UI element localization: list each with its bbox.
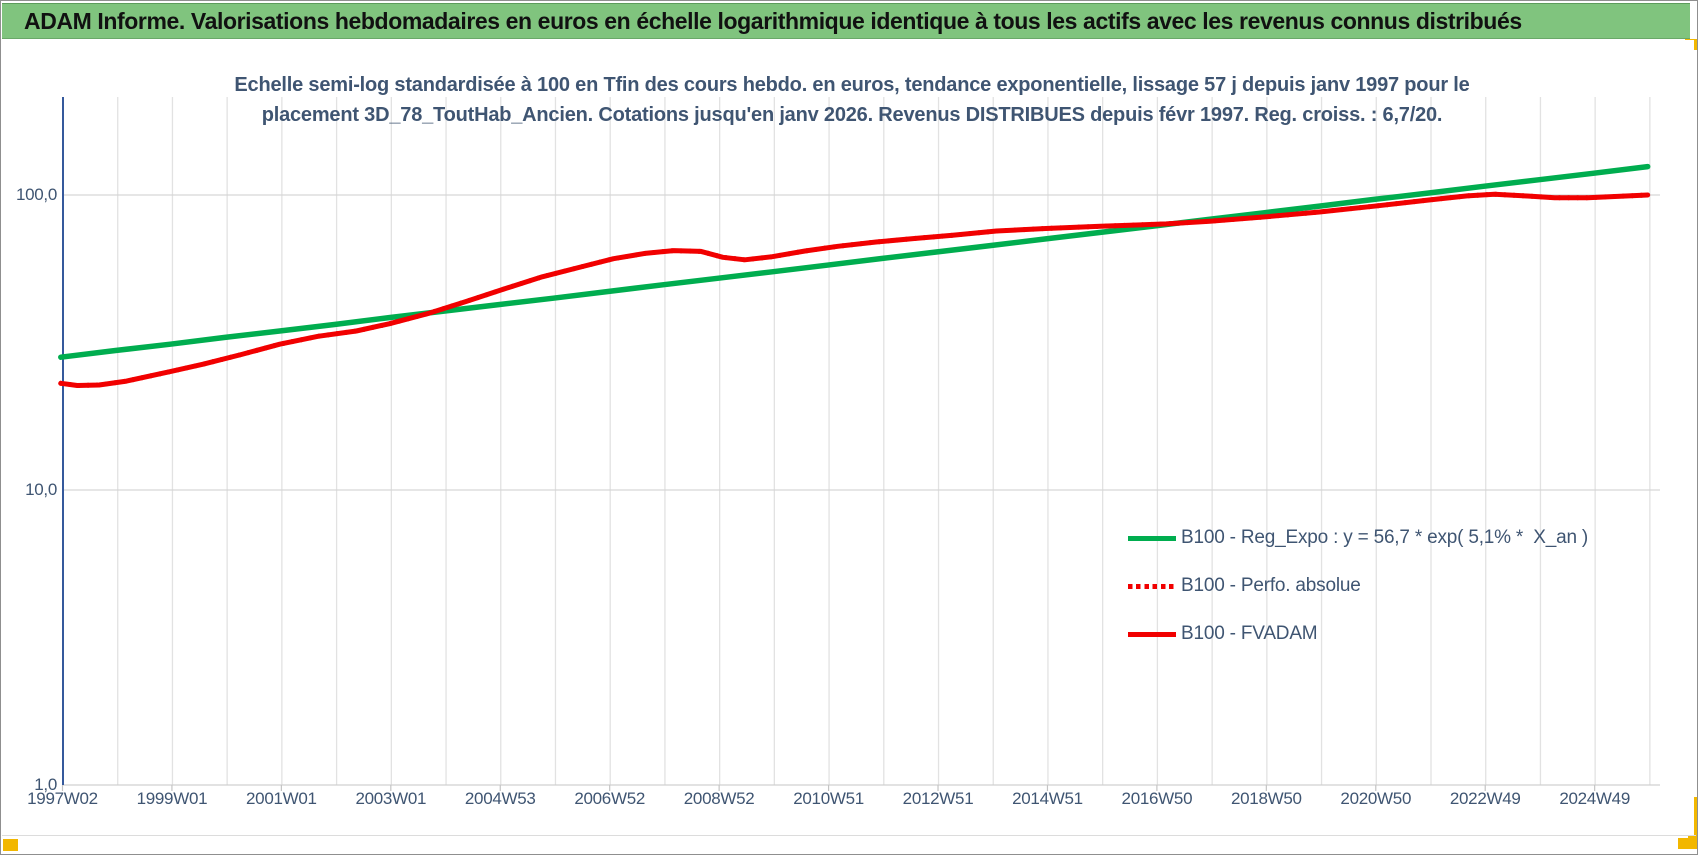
series-line-reg_expo — [58, 163, 1651, 360]
x-axis-tick-label: 1999W01 — [136, 789, 208, 808]
series-line-perfo_absolue — [58, 191, 1651, 388]
bottom-divider — [2, 835, 1696, 836]
selection-handle-bottom-left[interactable] — [3, 839, 18, 851]
plot-area — [58, 97, 1660, 791]
x-axis-tick-label: 2014W51 — [1012, 789, 1083, 808]
x-axis-tick-label: 2020W50 — [1340, 789, 1412, 808]
x-axis-tick-label: 2004W53 — [464, 789, 536, 808]
x-axis-tick-label: 2001W01 — [246, 789, 317, 808]
legend-item-reg-expo[interactable]: B100 - Reg_Expo : y = 56,7 * exp( 5,1% *… — [1128, 527, 1588, 549]
x-axis-tick-label: 2016W50 — [1121, 789, 1193, 808]
legend-label-reg-expo: B100 - Reg_Expo : y = 56,7 * exp( 5,1% *… — [1181, 527, 1589, 548]
x-axis-tick-label: 2024W49 — [1559, 789, 1630, 808]
legend-label-perfo-absolue: B100 - Perfo. absolue — [1181, 575, 1361, 596]
selection-handle-bottom-right-horizontal[interactable] — [1678, 838, 1697, 849]
series-line-fvadam — [58, 191, 1651, 388]
legend: B100 - Reg_Expo : y = 56,7 * exp( 5,1% *… — [1128, 527, 1588, 645]
legend-item-perfo-absolue[interactable]: B100 - Perfo. absolue — [1128, 575, 1588, 597]
y-axis-tick-label: 1,0 — [34, 775, 57, 794]
chart-title-line2: placement 3D_78_ToutHab_Ancien. Cotation… — [261, 104, 1443, 126]
x-axis-tick-label: 2003W01 — [355, 789, 427, 808]
x-axis-tick-label: 2008W52 — [683, 789, 755, 808]
legend-label-fvadam: B100 - FVADAM — [1181, 623, 1318, 644]
x-axis-tick-label: 2018W50 — [1230, 789, 1302, 808]
y-axis-tick-label: 10,0 — [25, 480, 57, 499]
legend-swatch-green-line — [1128, 535, 1176, 541]
legend-swatch-red-dotted-line — [1128, 583, 1176, 589]
chart-title: Echelle semi-log standardisée à 100 en T… — [132, 70, 1572, 130]
x-axis-tick-label: 2022W49 — [1449, 789, 1521, 808]
chart-canvas[interactable]: Echelle semi-log standardisée à 100 en T… — [2, 40, 1694, 835]
header-title: ADAM Informe. Valorisations hebdomadaire… — [24, 7, 1522, 34]
x-axis-tick-label: 2010W51 — [793, 789, 864, 808]
y-axis-tick-label: 100,0 — [15, 185, 57, 204]
header-banner: ADAM Informe. Valorisations hebdomadaire… — [2, 3, 1690, 39]
legend-item-fvadam[interactable]: B100 - FVADAM — [1128, 623, 1588, 645]
x-axis-tick-label: 2012W51 — [902, 789, 974, 808]
x-axis-tick-label: 2006W52 — [574, 789, 646, 808]
x-axis-tick-label: 1997W02 — [27, 789, 98, 808]
chart-title-line1: Echelle semi-log standardisée à 100 en T… — [234, 74, 1470, 96]
legend-swatch-red-line — [1128, 631, 1176, 637]
